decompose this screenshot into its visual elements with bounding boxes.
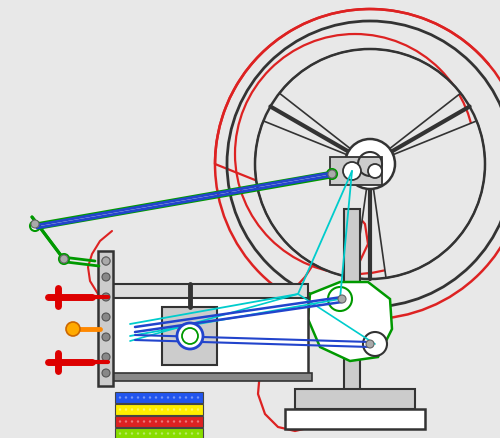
Circle shape — [102, 369, 110, 377]
Circle shape — [173, 432, 175, 434]
Circle shape — [31, 220, 39, 229]
Circle shape — [167, 408, 169, 411]
Circle shape — [338, 295, 346, 303]
Circle shape — [173, 396, 175, 399]
Circle shape — [327, 170, 337, 180]
Circle shape — [66, 322, 80, 336]
Circle shape — [167, 432, 169, 434]
Circle shape — [179, 432, 181, 434]
Circle shape — [179, 420, 181, 423]
Circle shape — [191, 408, 193, 411]
Bar — [295, 389, 415, 409]
Circle shape — [102, 273, 110, 281]
Circle shape — [125, 420, 127, 423]
Bar — [162, 307, 217, 365]
Circle shape — [155, 396, 157, 399]
Circle shape — [137, 408, 139, 411]
Circle shape — [161, 396, 163, 399]
Circle shape — [177, 323, 203, 349]
Circle shape — [131, 408, 133, 411]
Circle shape — [59, 254, 69, 265]
Circle shape — [197, 420, 199, 423]
Circle shape — [131, 396, 133, 399]
Bar — [108, 297, 308, 375]
Circle shape — [328, 287, 352, 311]
Circle shape — [102, 353, 110, 361]
Bar — [108, 284, 308, 298]
Wedge shape — [370, 122, 485, 278]
Circle shape — [60, 255, 68, 263]
Circle shape — [149, 408, 151, 411]
Circle shape — [191, 420, 193, 423]
Circle shape — [182, 328, 198, 344]
Circle shape — [191, 432, 193, 434]
Wedge shape — [255, 122, 370, 278]
Circle shape — [119, 408, 121, 411]
Bar — [344, 209, 360, 391]
Circle shape — [119, 396, 121, 399]
Circle shape — [143, 408, 145, 411]
Circle shape — [185, 432, 187, 434]
Circle shape — [185, 408, 187, 411]
Circle shape — [143, 396, 145, 399]
Circle shape — [179, 408, 181, 411]
Circle shape — [102, 313, 110, 321]
Circle shape — [197, 396, 199, 399]
Circle shape — [185, 420, 187, 423]
Circle shape — [143, 420, 145, 423]
Circle shape — [149, 432, 151, 434]
Circle shape — [125, 432, 127, 434]
Circle shape — [363, 332, 387, 356]
Circle shape — [173, 408, 175, 411]
Circle shape — [191, 396, 193, 399]
Circle shape — [173, 420, 175, 423]
Circle shape — [197, 408, 199, 411]
Bar — [285, 409, 425, 429]
Wedge shape — [280, 50, 460, 165]
Polygon shape — [308, 283, 392, 361]
Circle shape — [119, 420, 121, 423]
Circle shape — [125, 396, 127, 399]
Bar — [342, 409, 362, 424]
Circle shape — [345, 140, 395, 190]
Bar — [115, 404, 203, 415]
Circle shape — [137, 396, 139, 399]
Circle shape — [197, 432, 199, 434]
Circle shape — [102, 293, 110, 301]
Circle shape — [366, 340, 374, 348]
Bar — [115, 428, 203, 438]
Circle shape — [149, 420, 151, 423]
Circle shape — [102, 258, 110, 265]
Circle shape — [161, 432, 163, 434]
Circle shape — [137, 420, 139, 423]
Circle shape — [343, 162, 361, 180]
Circle shape — [155, 420, 157, 423]
Bar — [115, 392, 203, 403]
Circle shape — [131, 432, 133, 434]
Bar — [115, 416, 203, 427]
Circle shape — [155, 408, 157, 411]
Circle shape — [155, 432, 157, 434]
Circle shape — [131, 420, 133, 423]
Circle shape — [30, 222, 40, 231]
Circle shape — [125, 408, 127, 411]
Circle shape — [102, 258, 110, 265]
Circle shape — [328, 171, 336, 179]
Circle shape — [161, 420, 163, 423]
Bar — [330, 158, 382, 186]
Circle shape — [149, 396, 151, 399]
Circle shape — [161, 408, 163, 411]
Circle shape — [185, 396, 187, 399]
Circle shape — [137, 432, 139, 434]
Circle shape — [102, 333, 110, 341]
Bar — [102, 373, 312, 381]
Circle shape — [167, 420, 169, 423]
Circle shape — [167, 396, 169, 399]
Bar — [98, 251, 113, 386]
Circle shape — [179, 396, 181, 399]
Circle shape — [143, 432, 145, 434]
Circle shape — [119, 432, 121, 434]
Circle shape — [368, 165, 382, 179]
